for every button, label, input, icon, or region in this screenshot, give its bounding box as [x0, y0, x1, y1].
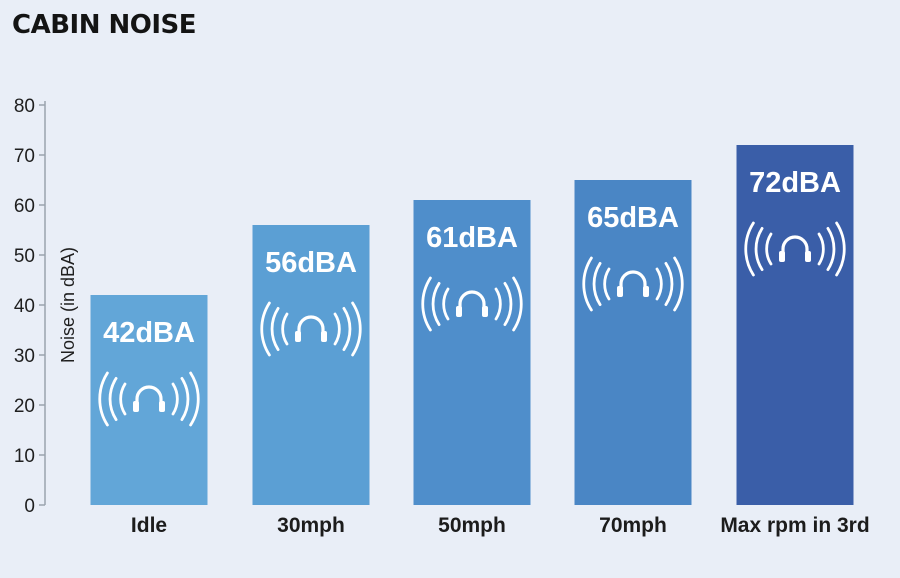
x-category-label: Max rpm in 3rd [720, 514, 869, 537]
data-label: 61dBA [426, 222, 518, 254]
bar [574, 180, 692, 505]
bar [252, 225, 370, 505]
bar-group: 65dBA [574, 180, 692, 505]
labels-layer: Idle 30mph 50mph 70mph Max rpm in 3rd [131, 514, 870, 537]
bar-group: 42dBA [90, 295, 208, 505]
y-tick-label: 80 [14, 96, 35, 117]
axis-layer: 0 10 20 30 40 50 60 70 80 Noise (in dBA) [14, 96, 78, 517]
y-tick-label: 0 [24, 496, 35, 517]
data-label: 56dBA [265, 247, 357, 279]
x-category-label: 30mph [277, 514, 345, 537]
x-category-label: 70mph [599, 514, 667, 537]
bar-group: 56dBA [252, 225, 370, 505]
y-tick-label: 60 [14, 196, 35, 217]
x-category-label: 50mph [438, 514, 506, 537]
y-axis-label: Noise (in dBA) [58, 247, 78, 363]
data-label: 72dBA [749, 167, 841, 199]
bar-group: 61dBA [413, 200, 531, 505]
bar [736, 145, 854, 505]
y-tick-label: 70 [14, 146, 35, 167]
bar [413, 200, 531, 505]
y-tick-label: 40 [14, 296, 35, 317]
y-tick-label: 20 [14, 396, 35, 417]
y-tick-label: 50 [14, 246, 35, 267]
data-label: 65dBA [587, 202, 679, 234]
bars-layer: 42dBA 56dBA 61dBA 65dBA 72dBA [90, 145, 854, 505]
y-tick-label: 10 [14, 446, 35, 467]
bar-group: 72dBA [736, 145, 854, 505]
data-label: 42dBA [103, 317, 195, 349]
chart-title: CABIN NOISE [12, 10, 197, 40]
x-category-label: Idle [131, 514, 167, 537]
y-tick-label: 30 [14, 346, 35, 367]
